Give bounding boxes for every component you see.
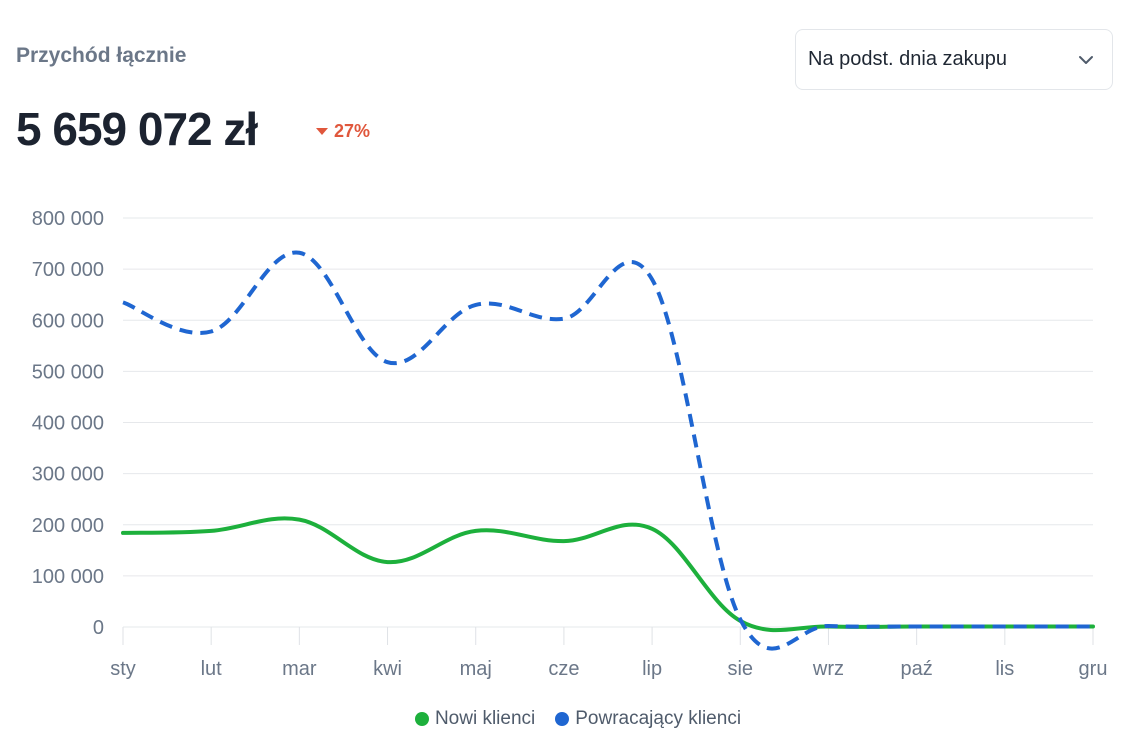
y-tick-label: 300 000	[32, 464, 104, 486]
x-tick-label: wrz	[812, 658, 844, 680]
x-tick-label: lip	[642, 658, 662, 680]
x-tick-label: lis	[995, 658, 1014, 680]
date-basis-dropdown[interactable]: Na podst. dnia zakupu	[795, 29, 1113, 90]
y-tick-label: 200 000	[32, 515, 104, 537]
legend-item-new-clients[interactable]: Nowi klienci	[414, 708, 536, 730]
legend-item-returning-clients[interactable]: Powracający klienci	[555, 708, 741, 730]
x-tick-label: gru	[1079, 658, 1108, 680]
x-tick-label: maj	[460, 658, 492, 680]
x-tick-label: lut	[201, 658, 223, 680]
dropdown-label: Na podst. dnia zakupu	[808, 48, 1008, 70]
legend-label-returning-clients: Powracający klienci	[575, 708, 742, 729]
widget-title: Przychód łącznie	[16, 44, 187, 67]
series-line-returning-clients	[122, 250, 1093, 651]
x-tick-label: mar	[282, 658, 317, 680]
total-revenue: 5 659 072 zł	[16, 103, 258, 155]
x-tick-label: sty	[110, 658, 136, 680]
change-badge: 27%	[316, 121, 370, 142]
chevron-down-icon	[1079, 56, 1093, 64]
y-tick-label: 0	[93, 617, 104, 639]
legend-dot-returning-clients	[555, 712, 570, 726]
change-percent: 27%	[334, 121, 371, 141]
legend-label-new-clients: Nowi klienci	[434, 708, 536, 729]
x-tick-label: paź	[901, 658, 933, 680]
y-tick-label: 500 000	[32, 361, 104, 383]
x-tick-label: kwi	[373, 658, 402, 680]
legend-dot-new-clients	[414, 712, 429, 726]
triangle-down-icon	[316, 127, 328, 135]
chart-legend: Nowi klienci Powracający klienci	[0, 708, 1136, 730]
y-tick-label: 400 000	[32, 413, 104, 435]
y-tick-label: 800 000	[32, 208, 104, 230]
y-tick-label: 600 000	[32, 310, 104, 332]
series-line-new-clients	[121, 516, 1095, 633]
x-tick-label: cze	[548, 658, 579, 680]
y-tick-label: 100 000	[32, 566, 104, 588]
x-tick-label: sie	[727, 658, 753, 680]
y-tick-label: 700 000	[32, 259, 104, 281]
